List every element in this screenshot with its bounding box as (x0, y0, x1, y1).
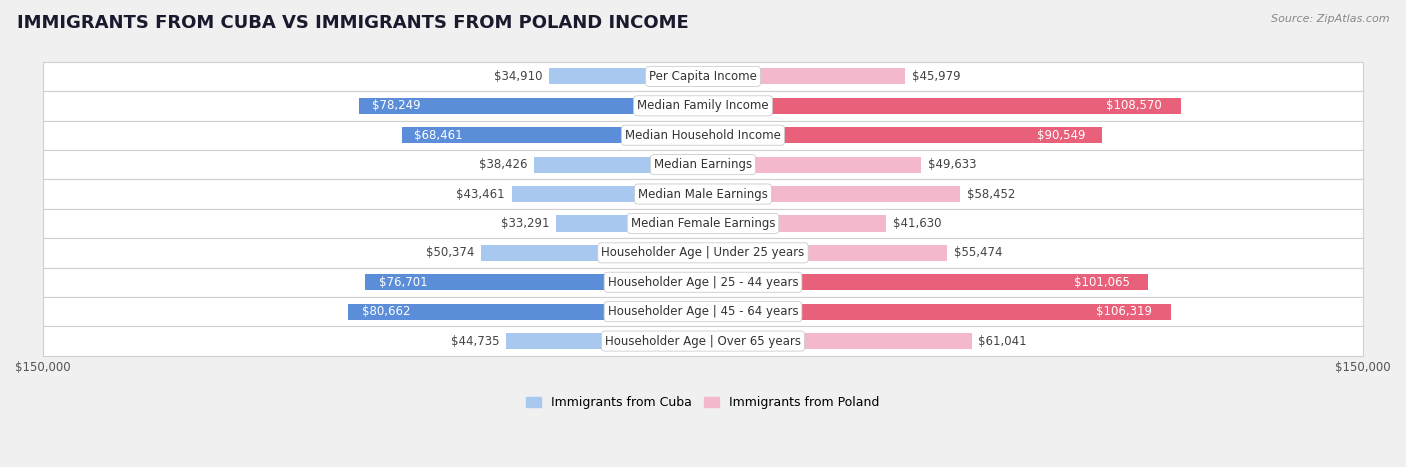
Bar (42, 150, 1364, 179)
Text: $55,474: $55,474 (953, 247, 1002, 259)
Text: Median Male Earnings: Median Male Earnings (638, 188, 768, 200)
Bar (42, 179, 1364, 209)
Text: Householder Age | Under 25 years: Householder Age | Under 25 years (602, 247, 804, 259)
Text: Householder Age | 45 - 64 years: Householder Age | 45 - 64 years (607, 305, 799, 318)
Text: $61,041: $61,041 (979, 334, 1026, 347)
Bar (42, 62, 1364, 91)
Text: $68,461: $68,461 (413, 129, 463, 142)
Bar (703, 68, 905, 85)
Bar (557, 215, 703, 232)
Bar (703, 215, 886, 232)
Text: $76,701: $76,701 (380, 276, 427, 289)
Text: $45,979: $45,979 (912, 70, 960, 83)
Bar (703, 274, 1147, 290)
Text: $80,662: $80,662 (363, 305, 411, 318)
Text: $34,910: $34,910 (495, 70, 543, 83)
Text: Median Female Earnings: Median Female Earnings (631, 217, 775, 230)
Bar (703, 304, 1171, 320)
Text: $33,291: $33,291 (502, 217, 550, 230)
Text: $78,249: $78,249 (373, 99, 420, 113)
Bar (550, 68, 703, 85)
Bar (703, 333, 972, 349)
Text: $106,319: $106,319 (1097, 305, 1153, 318)
Text: Householder Age | 25 - 44 years: Householder Age | 25 - 44 years (607, 276, 799, 289)
Bar (42, 297, 1364, 326)
Bar (512, 186, 703, 202)
Text: IMMIGRANTS FROM CUBA VS IMMIGRANTS FROM POLAND INCOME: IMMIGRANTS FROM CUBA VS IMMIGRANTS FROM … (17, 14, 689, 32)
Text: $90,549: $90,549 (1038, 129, 1085, 142)
Text: $58,452: $58,452 (967, 188, 1015, 200)
Bar (703, 127, 1101, 143)
Bar (349, 304, 703, 320)
Bar (703, 186, 960, 202)
Bar (534, 156, 703, 173)
Bar (703, 98, 1181, 114)
Text: Householder Age | Over 65 years: Householder Age | Over 65 years (605, 334, 801, 347)
Bar (42, 238, 1364, 268)
Bar (42, 120, 1364, 150)
Bar (42, 209, 1364, 238)
Legend: Immigrants from Cuba, Immigrants from Poland: Immigrants from Cuba, Immigrants from Po… (522, 391, 884, 414)
Text: Per Capita Income: Per Capita Income (650, 70, 756, 83)
Text: $44,735: $44,735 (451, 334, 499, 347)
Bar (506, 333, 703, 349)
Bar (366, 274, 703, 290)
Text: $101,065: $101,065 (1074, 276, 1130, 289)
Text: Median Earnings: Median Earnings (654, 158, 752, 171)
Bar (42, 326, 1364, 356)
Bar (703, 156, 921, 173)
Text: $50,374: $50,374 (426, 247, 475, 259)
Bar (42, 91, 1364, 120)
Bar (703, 245, 948, 261)
Bar (481, 245, 703, 261)
Text: $38,426: $38,426 (479, 158, 527, 171)
Text: Median Family Income: Median Family Income (637, 99, 769, 113)
Text: Median Household Income: Median Household Income (626, 129, 780, 142)
Bar (42, 268, 1364, 297)
Text: $49,633: $49,633 (928, 158, 977, 171)
Text: Source: ZipAtlas.com: Source: ZipAtlas.com (1271, 14, 1389, 24)
Text: $41,630: $41,630 (893, 217, 942, 230)
Text: $43,461: $43,461 (457, 188, 505, 200)
Text: $108,570: $108,570 (1107, 99, 1161, 113)
Bar (359, 98, 703, 114)
Bar (402, 127, 703, 143)
